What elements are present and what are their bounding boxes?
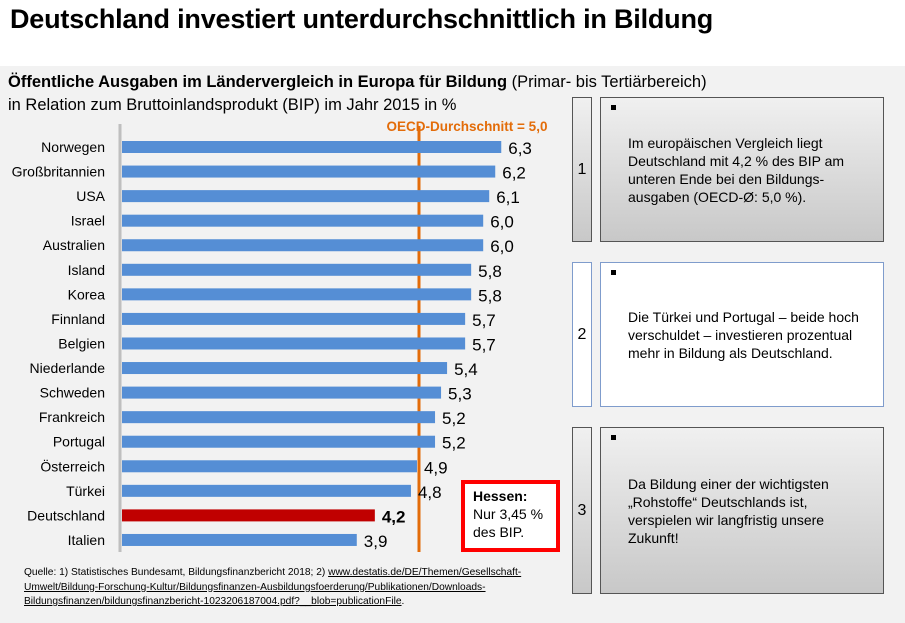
value-label: 6,2 bbox=[502, 164, 526, 183]
category-label: Österreich bbox=[40, 457, 105, 474]
category-label: Frankreich bbox=[39, 409, 105, 425]
bar-11 bbox=[122, 411, 436, 424]
box-3-text: Da Bildung einer der wichtigsten „Rohsto… bbox=[628, 475, 829, 546]
hessen-callout-title: Hessen: bbox=[473, 488, 528, 504]
bar-chart: OECD-Durchschnitt = 5,0 Norwegen 6,3 Großbr… bbox=[12, 119, 548, 552]
value-label: 5,2 bbox=[442, 409, 466, 428]
value-label: 6,1 bbox=[496, 188, 520, 207]
hessen-callout-line1: Nur 3,45 % bbox=[473, 506, 544, 522]
value-label: 6,0 bbox=[490, 237, 514, 256]
chart-subtitle-bold: Öffentliche Ausgaben im Ländervergleich … bbox=[8, 73, 508, 91]
value-label: 4,8 bbox=[418, 483, 442, 502]
bar-6 bbox=[122, 288, 472, 301]
value-label: 6,0 bbox=[490, 213, 514, 232]
value-label: 6,3 bbox=[508, 139, 532, 158]
bar-1 bbox=[122, 165, 496, 178]
bar-5 bbox=[122, 263, 472, 276]
bar-16 bbox=[122, 533, 357, 546]
category-label: Belgien bbox=[58, 335, 105, 351]
bar-8 bbox=[122, 337, 466, 350]
category-label: Italien bbox=[68, 532, 105, 548]
bar-14 bbox=[122, 484, 411, 497]
bar-15 bbox=[122, 509, 375, 522]
oecd-average-label: OECD-Durchschnitt = 5,0 bbox=[387, 119, 548, 134]
value-label: 5,8 bbox=[478, 286, 502, 305]
category-label: Norwegen bbox=[41, 139, 105, 155]
bar-3 bbox=[122, 214, 484, 227]
category-label: Niederlande bbox=[30, 360, 106, 376]
box-3: Da Bildung einer der wichtigsten „Rohsto… bbox=[600, 427, 884, 594]
chart-subtitle: Öffentliche Ausgaben im Ländervergleich … bbox=[8, 73, 707, 92]
category-label: USA bbox=[76, 188, 105, 204]
category-label: Türkei bbox=[66, 483, 105, 499]
value-label: 5,3 bbox=[448, 385, 472, 404]
chart-subtitle-normal: (Primar- bis Tertiärbereich) bbox=[507, 73, 707, 91]
category-label: Deutschland bbox=[27, 507, 105, 523]
bar-9 bbox=[122, 362, 448, 375]
category-label: Finnland bbox=[51, 311, 105, 327]
category-label: Schweden bbox=[40, 385, 105, 401]
value-label: 4,9 bbox=[424, 458, 448, 477]
value-label: 5,4 bbox=[454, 360, 478, 379]
bar-2 bbox=[122, 190, 490, 203]
bar-0 bbox=[122, 141, 502, 153]
category-label: Portugal bbox=[53, 434, 105, 450]
page-title: Deutschland investiert unterdurchschnitt… bbox=[10, 4, 714, 34]
bar-13 bbox=[122, 460, 417, 473]
bar-7 bbox=[122, 312, 466, 325]
category-label: Island bbox=[68, 262, 105, 278]
source-prefix: Quelle: 1) Statistisches Bundesamt, Bild… bbox=[24, 567, 329, 578]
source-link[interactable]: www.destatis.de/DE/Themen/Gesellschaft-U… bbox=[24, 567, 522, 607]
value-label: 5,8 bbox=[478, 262, 502, 281]
source-suffix: . bbox=[401, 596, 405, 607]
bar-4 bbox=[122, 239, 484, 252]
bullet-icon bbox=[611, 270, 616, 275]
hessen-callout-line2: des BIP. bbox=[473, 524, 525, 540]
box-3-number: 3 bbox=[572, 427, 592, 594]
box-2-text: Die Türkei und Portugal – beide hoch ver… bbox=[628, 308, 859, 361]
source-note: Quelle: 1) Statistisches Bundesamt, Bild… bbox=[24, 566, 569, 610]
value-label: 4,2 bbox=[382, 507, 406, 526]
hessen-callout: Hessen: Nur 3,45 % des BIP. bbox=[461, 480, 560, 552]
category-label: Australien bbox=[43, 237, 105, 253]
value-label: 5,2 bbox=[442, 434, 466, 453]
value-label: 3,9 bbox=[364, 532, 388, 551]
bullet-icon bbox=[611, 435, 616, 440]
box-1-number: 1 bbox=[572, 97, 592, 242]
value-label: 5,7 bbox=[472, 335, 496, 354]
category-label: Großbritannien bbox=[12, 164, 105, 180]
box-2: Die Türkei und Portugal – beide hoch ver… bbox=[600, 262, 884, 407]
box-1-text: Im europäischen Vergleich liegt Deutschl… bbox=[628, 134, 845, 205]
bullet-icon bbox=[611, 105, 616, 110]
bar-10 bbox=[122, 386, 442, 399]
bar-12 bbox=[122, 435, 436, 448]
category-label: Korea bbox=[68, 286, 106, 302]
chart-subtitle-line2: in Relation zum Bruttoinlandsprodukt (BI… bbox=[8, 96, 457, 114]
category-label: Israel bbox=[71, 213, 105, 229]
box-1: Im europäischen Vergleich liegt Deutschl… bbox=[600, 97, 884, 242]
box-2-number: 2 bbox=[572, 262, 592, 407]
value-label: 5,7 bbox=[472, 311, 496, 330]
